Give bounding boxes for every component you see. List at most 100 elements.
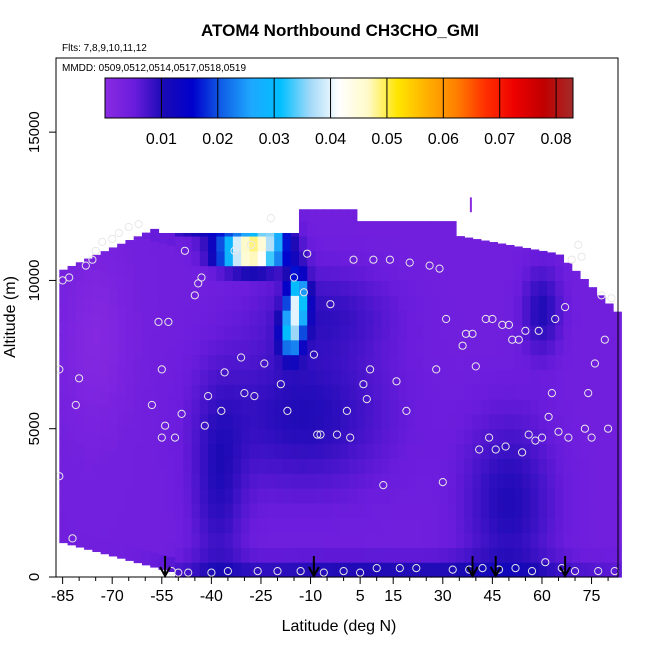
heatmap-cell xyxy=(282,354,292,370)
heatmap-cell xyxy=(373,473,383,489)
flight-track-point xyxy=(527,567,537,576)
heatmap-cell xyxy=(133,354,143,371)
heatmap-cell xyxy=(406,443,416,459)
heatmap-cell xyxy=(183,265,193,282)
heatmap-cell xyxy=(332,369,341,385)
flight-track-point xyxy=(71,400,80,410)
heatmap-cell xyxy=(613,473,622,489)
heatmap-cell xyxy=(480,399,490,415)
heatmap-cell xyxy=(224,384,234,400)
heatmap-cell xyxy=(282,428,292,445)
heatmap-cell xyxy=(224,502,234,519)
heatmap-cell xyxy=(216,428,226,445)
heatmap-cell xyxy=(75,458,85,474)
heatmap-cell xyxy=(199,280,209,296)
heatmap-cell xyxy=(232,517,242,534)
heatmap-cell xyxy=(315,354,325,370)
heatmap-cell xyxy=(489,473,498,489)
heatmap-cell xyxy=(522,473,531,489)
heatmap-cell xyxy=(439,532,449,548)
heatmap-cell xyxy=(464,384,474,400)
heatmap-cell xyxy=(604,324,614,341)
flight-track-point xyxy=(518,448,527,457)
heatmap-cell xyxy=(588,502,598,519)
heatmap-cell xyxy=(158,346,168,363)
heatmap-cell xyxy=(348,354,358,370)
heatmap-cell xyxy=(232,547,242,563)
heatmap-cell xyxy=(480,295,490,311)
heatmap-cell xyxy=(191,232,201,237)
heatmap-cell xyxy=(117,350,127,366)
heatmap-cell xyxy=(100,538,110,555)
heatmap-cell xyxy=(183,280,193,296)
x-tick-label: -25 xyxy=(249,588,272,605)
heatmap-cell xyxy=(356,413,366,430)
flight-track-point xyxy=(339,567,348,576)
heatmap-cell xyxy=(307,384,317,400)
heatmap-cell xyxy=(166,512,176,528)
heatmap-cell xyxy=(389,310,399,326)
heatmap-cell xyxy=(158,509,168,526)
heatmap-cell xyxy=(538,562,548,578)
heatmap-cell xyxy=(604,310,614,326)
heatmap-cell xyxy=(489,502,498,519)
heatmap-cell xyxy=(141,372,151,388)
heatmap-cell xyxy=(257,265,267,282)
heatmap-cell xyxy=(381,488,391,504)
heatmap-cell xyxy=(108,466,118,483)
heatmap-cell xyxy=(265,399,275,415)
flight-track-point xyxy=(385,255,394,264)
heatmap-cell xyxy=(208,547,217,563)
heatmap-cell xyxy=(232,413,242,430)
heatmap-cell xyxy=(100,449,110,466)
heatmap-cell xyxy=(249,458,259,474)
heatmap-cell xyxy=(340,532,350,548)
flight-track-point xyxy=(590,359,600,368)
heatmap-cell xyxy=(555,295,565,311)
heatmap-cell xyxy=(480,384,490,400)
flight-track-point xyxy=(250,392,259,401)
heatmap-cell xyxy=(588,562,598,578)
heatmap-cell xyxy=(439,310,449,326)
heatmap-cell xyxy=(579,413,589,430)
heatmap-cell xyxy=(340,250,350,267)
heatmap-cell xyxy=(166,497,176,513)
heatmap-cell xyxy=(274,310,284,326)
heatmap-cell xyxy=(464,339,474,356)
flight-track-point xyxy=(230,246,239,255)
heatmap-cell xyxy=(464,310,474,326)
heatmap-cell xyxy=(579,399,589,415)
heatmap-cell xyxy=(298,280,308,296)
heatmap-cell xyxy=(208,488,217,504)
heatmap-cell xyxy=(307,547,317,563)
heatmap-cell xyxy=(439,428,449,445)
heatmap-cell xyxy=(108,392,118,409)
heatmap-cell xyxy=(208,250,217,267)
heatmap-cell xyxy=(84,267,93,283)
heatmap-cell xyxy=(307,339,317,356)
heatmap-cell xyxy=(613,443,622,459)
heatmap-cell xyxy=(290,458,300,474)
flight-track-point xyxy=(316,430,325,439)
heatmap-cell xyxy=(398,443,408,459)
flight-track-point xyxy=(157,433,166,442)
heatmap-cell xyxy=(422,428,432,445)
y-tick-label: 15000 xyxy=(26,111,43,153)
heatmap-cell xyxy=(323,384,333,400)
heatmap-cell xyxy=(290,473,300,489)
heatmap-cell xyxy=(282,280,292,296)
heatmap-cell xyxy=(191,265,201,282)
heatmap-cell xyxy=(150,537,160,553)
heatmap-cell xyxy=(464,237,474,252)
heatmap-cell xyxy=(546,369,556,385)
heatmap-cell xyxy=(290,235,300,252)
flight-track-point xyxy=(319,568,328,577)
x-tick-label: 45 xyxy=(483,588,501,605)
heatmap-cell xyxy=(579,428,589,445)
heatmap-cell xyxy=(298,369,308,385)
heatmap-cell xyxy=(108,496,118,512)
heatmap-cell xyxy=(175,458,184,474)
heatmap-cell xyxy=(497,250,507,267)
heatmap-cell xyxy=(406,562,416,578)
heatmap-cell xyxy=(216,310,226,326)
